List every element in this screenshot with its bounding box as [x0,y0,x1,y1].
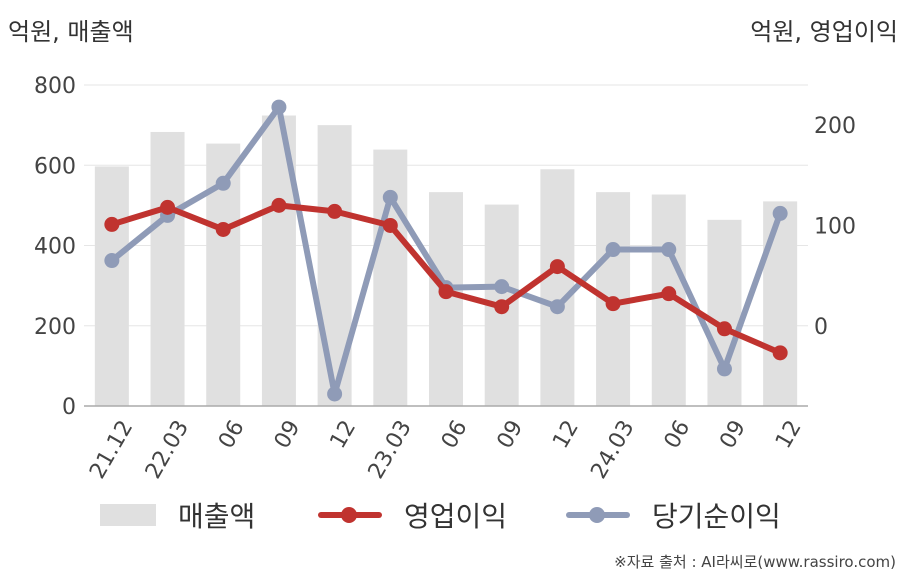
legend-label-net-income: 당기순이익 [652,500,781,533]
point-operating-profit [271,197,287,213]
legend-swatch-net-income [566,503,630,527]
point-operating-profit [605,296,621,312]
x-axis-tick-label: 24.03 [586,416,639,483]
point-net-income [494,279,510,295]
point-net-income [104,253,120,269]
bar-sales [150,131,185,407]
x-axis-tick-label: 09 [715,416,751,453]
bar-sales [707,219,742,406]
point-net-income [772,205,788,221]
point-net-income [327,386,343,402]
point-operating-profit [104,216,120,232]
point-net-income [605,242,621,258]
point-operating-profit [661,286,677,302]
point-net-income [382,189,398,205]
legend-item-sales: 매출액 [100,490,255,540]
legend-swatch-operating-profit [318,503,382,527]
x-axis-tick-label: 06 [437,416,473,453]
legend-label-operating-profit: 영업이익 [404,500,508,533]
point-net-income [716,361,732,377]
point-operating-profit [716,321,732,337]
left-axis-tick-label: 800 [34,74,76,99]
left-axis-tick-label: 0 [62,395,76,420]
point-net-income [271,99,287,115]
legend-item-net-income: 당기순이익 [566,490,781,540]
bar-sales [763,201,798,406]
point-operating-profit [160,199,176,215]
right-axis-tick-label: 0 [814,315,828,340]
x-axis-tick-label: 09 [270,416,306,453]
legend: 매출액 영업이익 당기순이익 [100,490,820,540]
point-operating-profit [772,345,788,361]
left-axis-unit-label: 억원, 매출액 [8,18,134,46]
x-axis-tick-label: 06 [660,416,696,453]
point-net-income [215,175,231,191]
left-axis-tick-label: 200 [34,315,76,340]
x-axis-tick-label: 06 [214,416,250,453]
point-net-income [549,299,565,315]
x-axis-tick-label: 23.03 [364,416,417,483]
point-operating-profit [549,259,565,275]
point-operating-profit [494,299,510,315]
bar-sales [373,149,408,406]
right-axis-tick-label: 100 [814,214,856,239]
x-axis-tick-label: 12 [325,416,361,453]
point-net-income [661,242,677,258]
bar-sales [317,125,352,406]
source-note: ※자료 출처 : AI라씨로(www.rassiro.com) [614,553,896,571]
left-axis-tick-label: 600 [34,154,76,179]
bar-sales [94,166,129,406]
point-operating-profit [438,284,454,300]
x-axis-tick-label: 09 [493,416,529,453]
bar-sales [540,169,575,406]
x-axis-tick-label: 21.12 [85,416,138,483]
legend-item-operating-profit: 영업이익 [318,490,507,540]
x-axis-tick-label: 22.03 [141,416,194,483]
right-axis-tick-label: 200 [814,114,856,139]
legend-swatch-sales [100,504,156,526]
x-axis-tick-label: 12 [548,416,584,453]
x-axis-tick-label: 12 [771,416,807,453]
point-operating-profit [215,221,231,237]
right-axis-unit-label: 억원, 영업이익 [750,18,898,46]
legend-label-sales: 매출액 [178,500,256,533]
left-axis-tick-label: 400 [34,235,76,260]
point-operating-profit [382,217,398,233]
point-operating-profit [327,203,343,219]
